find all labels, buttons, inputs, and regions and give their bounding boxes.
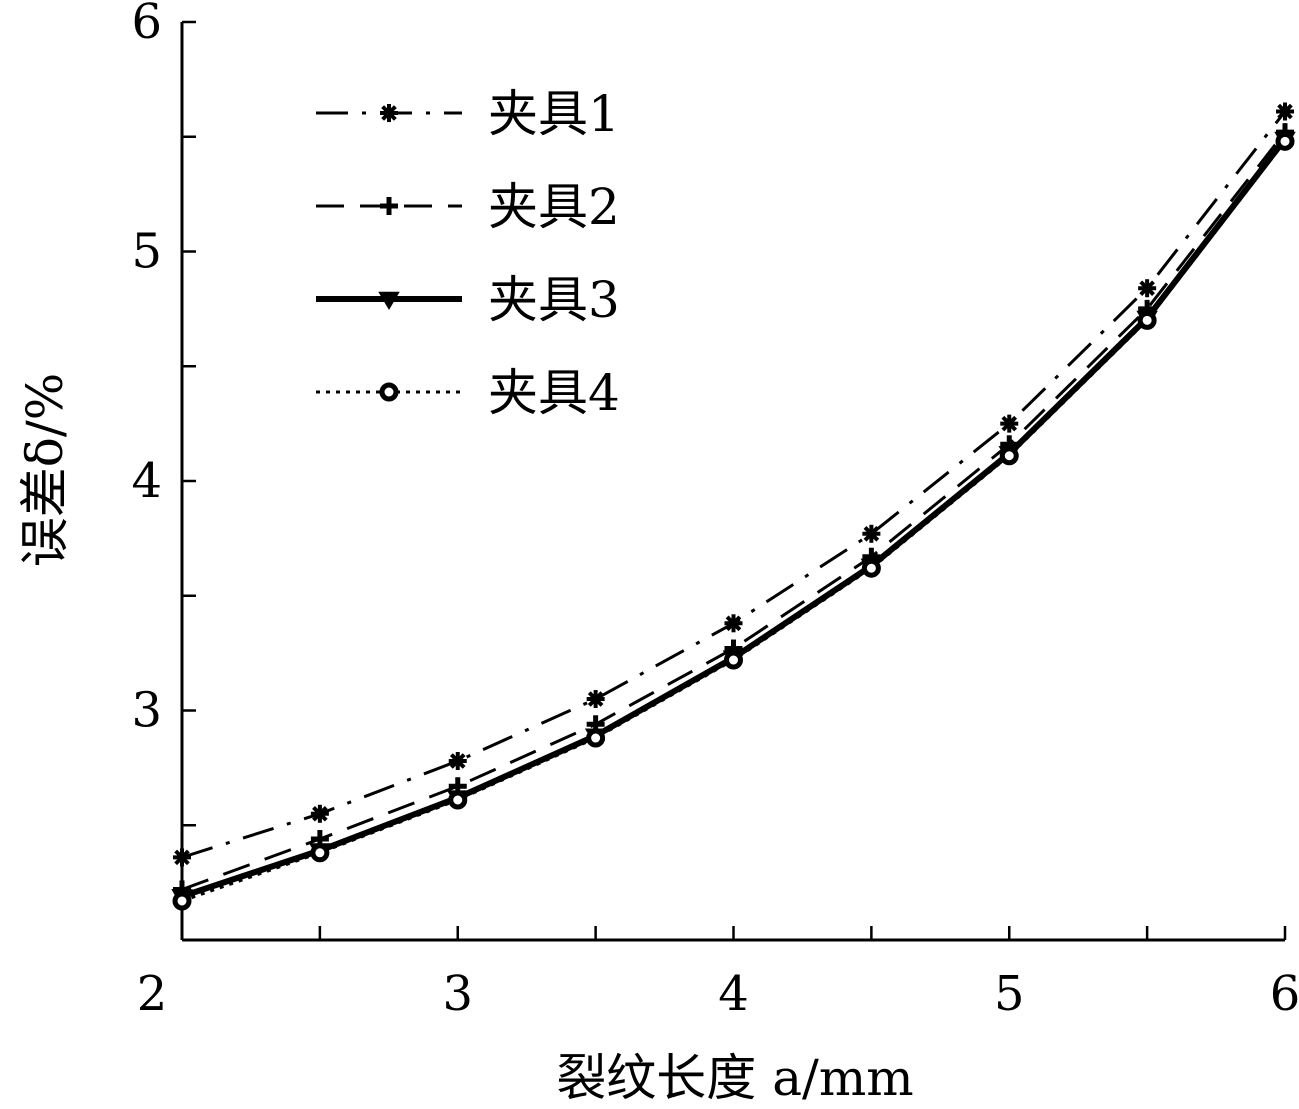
series-line — [181, 140, 1287, 903]
axes: 3 4 5 6 2 3 4 5 6 — [131, 0, 1299, 1022]
data-point — [173, 848, 191, 867]
data-point — [586, 728, 606, 748]
data-point — [1275, 131, 1295, 151]
data-point — [724, 650, 743, 670]
data-point — [724, 614, 743, 633]
data-point — [999, 446, 1019, 466]
y-tick-label: 3 — [131, 683, 162, 739]
y-tick-label: 5 — [131, 224, 162, 280]
data-point — [448, 751, 467, 770]
data-point — [1138, 279, 1157, 298]
series-line — [181, 137, 1288, 900]
data-point — [448, 790, 468, 810]
legend-marker — [378, 291, 400, 310]
legend-label: 夹具2 — [488, 178, 620, 236]
data-point — [1276, 102, 1294, 121]
legend: 夹具1 夹具2 夹具3 夹具4 — [316, 85, 620, 422]
y-tick-label: 6 — [131, 0, 162, 50]
legend-marker — [379, 382, 399, 402]
series-line — [181, 131, 1287, 891]
legend-marker — [380, 104, 398, 122]
data-point — [310, 804, 329, 823]
legend-label: 夹具1 — [488, 85, 620, 143]
data-point — [1000, 414, 1019, 433]
x-tick-label: 4 — [718, 966, 749, 1022]
x-tick-label: 5 — [994, 966, 1025, 1022]
y-tick-label: 4 — [131, 453, 162, 509]
series-4 — [172, 131, 1295, 911]
data-point — [586, 690, 605, 709]
data-point — [172, 891, 192, 911]
series-line — [181, 110, 1287, 859]
legend-entry: 夹具4 — [316, 364, 620, 422]
x-tick-label: 6 — [1270, 966, 1299, 1022]
legend-entry: 夹具2 — [316, 178, 620, 236]
legend-entry: 夹具1 — [316, 85, 620, 143]
plot-area — [171, 102, 1296, 911]
x-axis-label: 裂纹长度 a/mm — [556, 1049, 913, 1107]
data-point — [861, 558, 881, 578]
data-point — [310, 843, 330, 863]
x-tick-label: 2 — [137, 966, 168, 1022]
x-tick-label: 3 — [442, 966, 473, 1022]
series-3 — [171, 131, 1296, 908]
legend-label: 夹具3 — [488, 271, 620, 329]
data-point — [862, 524, 881, 543]
series-1 — [173, 102, 1294, 867]
data-point — [1137, 310, 1157, 330]
series-2 — [173, 123, 1294, 899]
legend-marker — [380, 197, 398, 215]
legend-label: 夹具4 — [488, 364, 620, 422]
legend-entry: 夹具3 — [316, 271, 620, 329]
y-axis-label: 误差δ/% — [16, 373, 74, 567]
